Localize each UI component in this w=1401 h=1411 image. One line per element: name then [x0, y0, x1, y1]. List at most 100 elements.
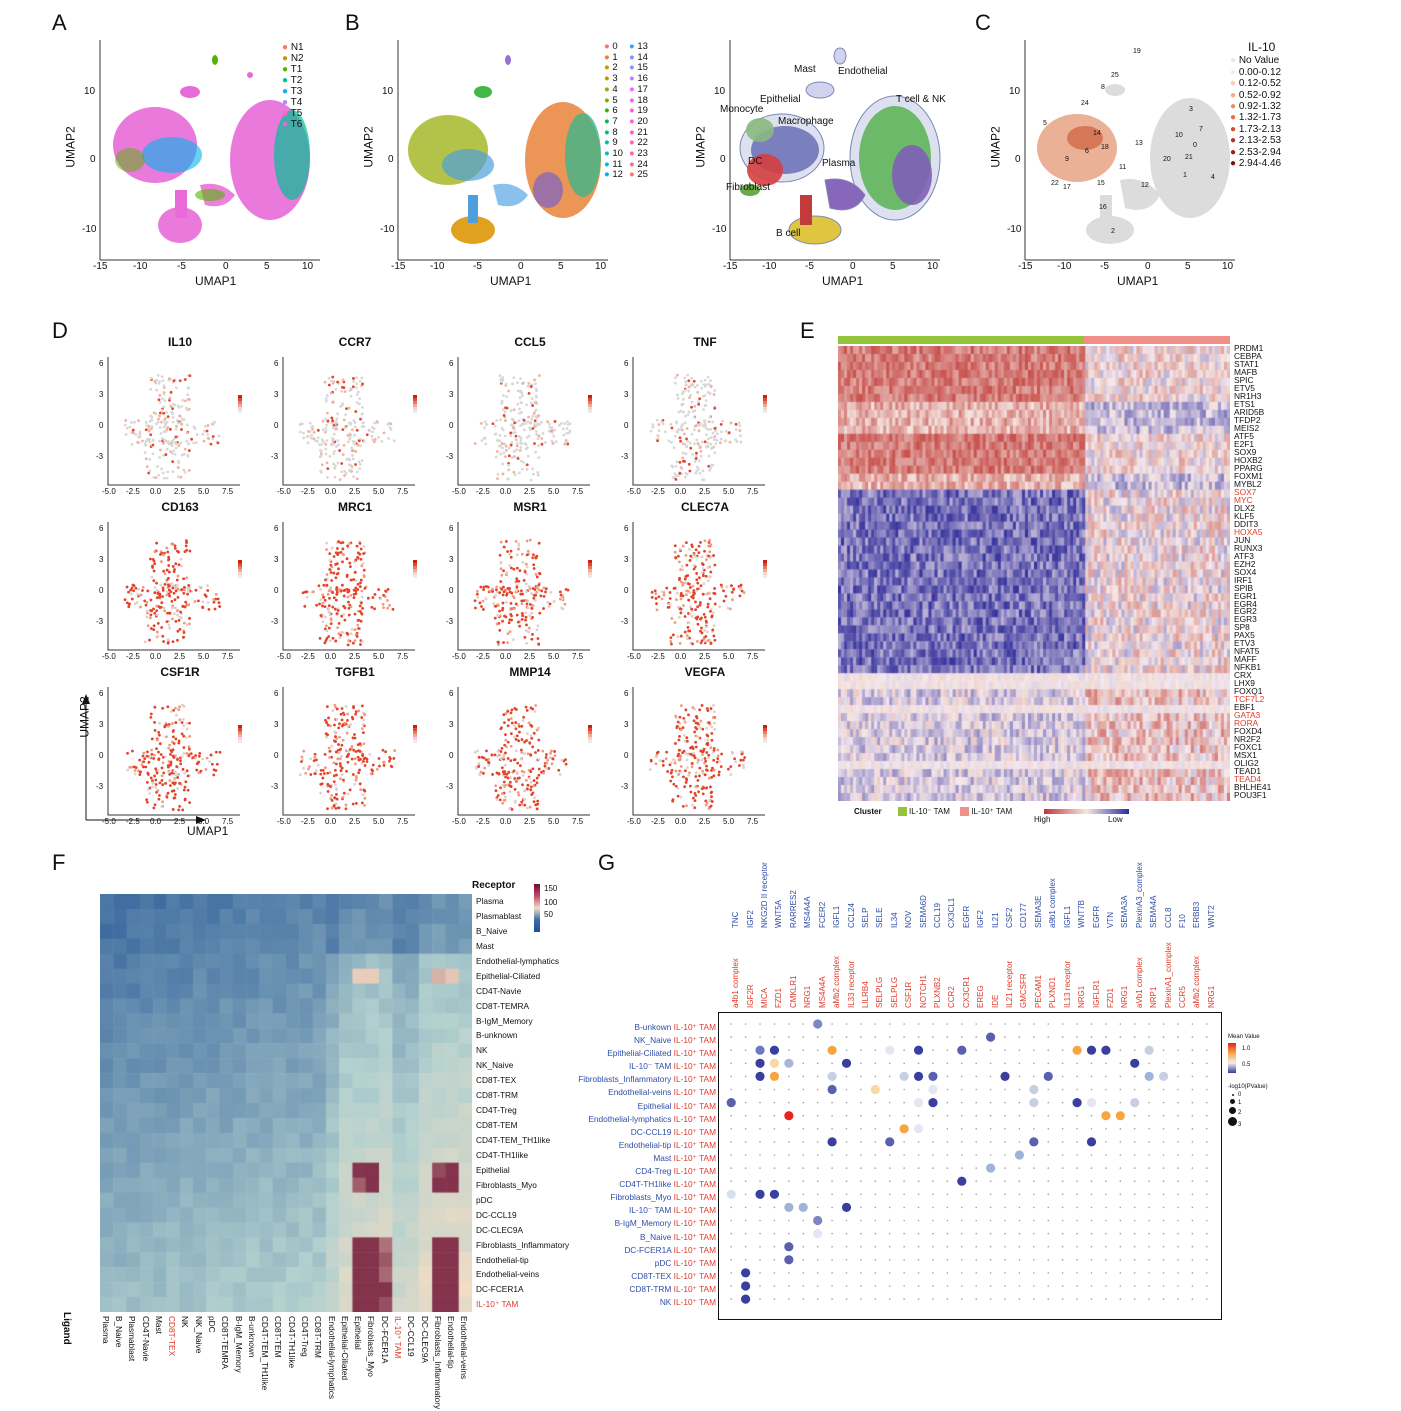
grid-dot: [759, 1114, 761, 1117]
cluster-bar-green: [838, 336, 1084, 344]
grid-dot: [975, 1285, 978, 1287]
grid-dot: [917, 1023, 920, 1025]
legend-item: ● 3: [604, 73, 618, 85]
grid-dot: [759, 1023, 761, 1025]
grid-dot: [1076, 1193, 1078, 1196]
grid-dot: [802, 1062, 805, 1065]
grid-dot: [802, 1141, 805, 1143]
legend-item: ● T3: [282, 86, 303, 97]
y-tick: 0: [99, 421, 104, 430]
gene-title: CD163: [161, 500, 199, 514]
y-tick: 6: [449, 689, 454, 698]
gene-label: MYBL2: [1234, 478, 1262, 489]
x-axis-label: UMAP1: [822, 274, 864, 288]
x-tick: 7.5: [747, 652, 759, 661]
grid-dot: [1018, 1062, 1021, 1065]
grid-dot: [874, 1272, 877, 1274]
grid-dot: [960, 1206, 963, 1209]
y-tick: -10: [1007, 224, 1022, 235]
legend-item: ● 12: [604, 169, 623, 181]
grid-dot: [1090, 1180, 1093, 1182]
ligand-label: MICA: [760, 988, 770, 1008]
ligand-label: NK_Naive: [193, 1316, 204, 1354]
interaction-dot: [741, 1268, 751, 1278]
gradient-bar: [1044, 809, 1130, 815]
grid-dot: [1191, 1259, 1194, 1261]
grid-dot: [960, 1259, 963, 1261]
y-tick: 3: [449, 390, 454, 399]
receptor-label: Fibroblasts_Myo: [476, 1179, 537, 1190]
x-tick: 2.5: [699, 817, 711, 826]
grid-dot: [1004, 1154, 1006, 1156]
legend-item: ● T6: [282, 119, 303, 130]
ligand-label: NOTCH1: [918, 975, 928, 1008]
x-tick: 5.0: [373, 652, 385, 661]
grid-dot: [831, 1259, 833, 1261]
grid-dot: [1105, 1167, 1107, 1169]
receptor-label: SEMA3A: [1120, 895, 1130, 928]
grid-dot: [802, 1259, 805, 1261]
grid-dot: [1119, 1180, 1122, 1182]
grid-dot: [1076, 1272, 1078, 1274]
feature-scatter: [632, 687, 767, 816]
interaction-dot: [1101, 1111, 1111, 1121]
grid-dot: [1191, 1245, 1194, 1248]
x-tick: -5.0: [102, 817, 116, 826]
grid-dot: [1105, 1285, 1107, 1287]
cluster-number: 25: [1111, 72, 1119, 79]
grid-dot: [816, 1075, 819, 1078]
grid-dot: [860, 1193, 862, 1196]
gene-title: CSF1R: [160, 665, 200, 679]
gene-title: MRC1: [337, 500, 372, 514]
legend-a: ● N1 ● N2 ● T1 ● T2 ● T3 ● T4 ● T5 ● T6: [282, 42, 304, 130]
x-tick: -2.5: [476, 652, 490, 661]
grid-dot: [1004, 1245, 1006, 1248]
grid-dot: [1090, 1219, 1093, 1222]
interaction-dot: [1072, 1098, 1082, 1108]
ligand-label: B-unknown: [246, 1316, 257, 1358]
ligand-label: Plasmablast: [127, 1316, 138, 1362]
x-tick: 5.0: [373, 487, 385, 496]
grid-dot: [1061, 1154, 1064, 1156]
grid-dot: [946, 1101, 949, 1104]
grid-dot: [845, 1023, 848, 1025]
grid-dot: [1047, 1272, 1050, 1274]
scale-tick: 50: [544, 910, 553, 919]
grid-dot: [1162, 1245, 1165, 1248]
x-tick: 0.0: [150, 652, 162, 661]
grid-dot: [788, 1036, 790, 1038]
ligand-label: Epithelial: [353, 1316, 364, 1350]
grid-dot: [989, 1075, 992, 1078]
grid-dot: [1177, 1193, 1179, 1196]
grid-dot: [903, 1088, 905, 1091]
x-tick: 5.0: [198, 652, 210, 661]
receptor-label: SELP: [860, 907, 870, 928]
grid-dot: [917, 1141, 920, 1143]
grid-dot: [888, 1285, 891, 1287]
feature-scatter: [457, 522, 592, 651]
grid-dot: [989, 1088, 992, 1091]
grid-dot: [888, 1180, 891, 1182]
cluster-number: 17: [1063, 184, 1071, 191]
grid-dot: [802, 1219, 805, 1222]
umap-plot-b-clusters: [397, 40, 608, 261]
interaction-dot: [1144, 1045, 1154, 1055]
receptor-label: CCL19: [932, 903, 942, 928]
x-tick: 10: [302, 261, 314, 272]
interaction-dot: [1086, 1137, 1097, 1147]
receptor-label: Fibroblasts_Inflammatory: [476, 1239, 570, 1250]
grid-dot: [975, 1075, 978, 1078]
receptor-label: CX3CL1: [947, 897, 957, 928]
grid-dot: [960, 1141, 963, 1143]
y-tick: 6: [274, 359, 279, 368]
interaction-heatmap: [100, 894, 472, 1312]
grid-dot: [888, 1206, 891, 1209]
grid-dot: [1090, 1259, 1093, 1261]
ligand-label: PECAM1: [1033, 975, 1043, 1008]
grid-dot: [1191, 1232, 1194, 1235]
x-tick: -15: [1018, 261, 1033, 272]
grid-dot: [1033, 1219, 1035, 1222]
grid-dot: [816, 1285, 819, 1287]
grid-dot: [1004, 1272, 1006, 1274]
grid-dot: [917, 1154, 920, 1156]
